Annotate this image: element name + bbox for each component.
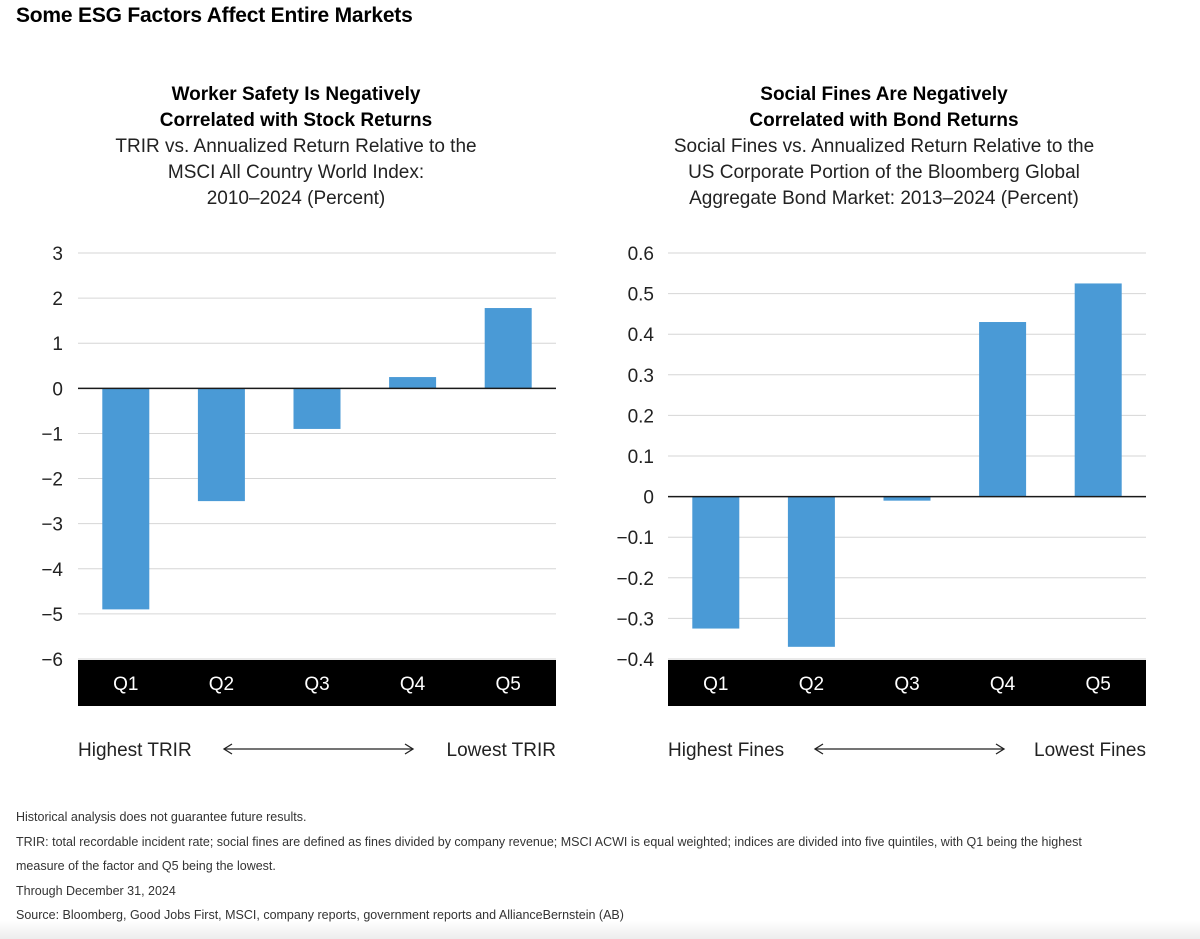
category-label: Q3 xyxy=(304,674,329,695)
chart-1-subtitle-line: 2010–2024 (Percent) xyxy=(206,188,386,209)
bar-q3 xyxy=(883,496,931,501)
chart-1-title: Worker Safety Is Negatively Correlated w… xyxy=(46,82,546,134)
chart-1-subtitle: TRIR vs. Annualized Return Relative to t… xyxy=(46,134,546,212)
footnote: Source: Bloomberg, Good Jobs First, MSCI… xyxy=(16,908,624,922)
y-tick-label: 0.3 xyxy=(628,366,654,387)
category-label: Q1 xyxy=(703,674,728,695)
y-tick-label: −6 xyxy=(41,650,63,671)
chart-1-title-line: Worker Safety Is Negatively xyxy=(171,84,421,105)
double-arrow-icon xyxy=(222,743,415,755)
y-tick-label: −5 xyxy=(41,605,63,626)
range-label-right: Lowest TRIR xyxy=(447,740,556,761)
category-label: Q1 xyxy=(113,674,138,695)
bar-q1 xyxy=(692,496,740,629)
bar-q4 xyxy=(979,322,1027,497)
arrow-head-left xyxy=(222,743,233,755)
chart-2: 0.6 0.5 0.4 0.3 0.2 0.1 0 −0.1 −0.2 −0.3 −0.4 Q1 Q2 Q… xyxy=(616,244,1146,761)
y-tick-label: 0.6 xyxy=(628,244,654,265)
chart-2-subtitle-line: Aggregate Bond Market: 2013–2024 (Percen… xyxy=(689,188,1079,209)
y-tick-label: −2 xyxy=(41,470,63,491)
y-tick-label: 2 xyxy=(52,289,63,310)
category-label: Q4 xyxy=(990,674,1016,695)
footnote: Historical analysis does not guarantee f… xyxy=(16,810,307,824)
chart-2-subtitle-line: Social Fines vs. Annualized Return Relat… xyxy=(673,136,1095,157)
footnote: measure of the factor and Q5 being the l… xyxy=(16,859,276,873)
y-tick-label: 0.4 xyxy=(628,325,655,346)
range-label-left: Highest Fines xyxy=(668,740,784,761)
chart-1-subtitle-line: TRIR vs. Annualized Return Relative to t… xyxy=(115,136,477,157)
arrow-head-right xyxy=(404,743,415,755)
y-tick-label: −3 xyxy=(41,515,63,536)
footnote: TRIR: total recordable incident rate; so… xyxy=(16,834,1082,849)
bar-q1 xyxy=(102,388,150,610)
bar-q3 xyxy=(293,388,341,429)
y-tick-label: 0.2 xyxy=(628,406,654,427)
double-arrow-icon xyxy=(813,743,1006,755)
y-tick-label: 0 xyxy=(52,379,63,400)
y-tick-label: −0.4 xyxy=(616,650,654,671)
y-tick-label: −0.2 xyxy=(616,569,654,590)
chart-1-title-line: Correlated with Stock Returns xyxy=(159,110,433,131)
category-label: Q4 xyxy=(400,674,426,695)
bar-q5 xyxy=(1074,283,1122,497)
page-title: Some ESG Factors Affect Entire Markets xyxy=(16,4,413,27)
arrow-head-right xyxy=(995,743,1006,755)
bar-q4 xyxy=(389,377,437,389)
chart-2-title-line: Social Fines Are Negatively xyxy=(760,84,1008,105)
chart-2-title-line: Correlated with Bond Returns xyxy=(749,110,1019,131)
category-label: Q5 xyxy=(496,674,521,695)
y-tick-label: 3 xyxy=(52,244,63,265)
bar-q2 xyxy=(787,496,835,647)
y-tick-label: −1 xyxy=(41,424,63,445)
chart-2-title: Social Fines Are Negatively Correlated w… xyxy=(634,82,1134,134)
y-tick-label: −0.3 xyxy=(616,609,654,630)
chart-1-subtitle-line: MSCI All Country World Index: xyxy=(167,162,425,183)
y-tick-label: 0.1 xyxy=(628,447,654,468)
arrow-head-left xyxy=(813,743,824,755)
bar-q5 xyxy=(484,308,532,389)
chart-1: 3 2 1 0 −1 −2 −3 −4 −5 −6 Q1 Q2 Q3 Q4 Q5 Highest TRIR Lo… xyxy=(41,244,556,761)
category-band xyxy=(78,660,556,706)
y-tick-label: 1 xyxy=(52,334,63,355)
chart-2-subtitle-line: US Corporate Portion of the Bloomberg Gl… xyxy=(688,162,1080,183)
range-label-left: Highest TRIR xyxy=(78,740,192,761)
y-tick-label: 0.5 xyxy=(628,285,654,306)
category-band xyxy=(668,660,1146,706)
category-label: Q2 xyxy=(799,674,824,695)
y-tick-label: −0.1 xyxy=(616,528,654,549)
category-label: Q3 xyxy=(894,674,919,695)
bar-q2 xyxy=(197,388,245,502)
footnotes: Historical analysis does not guarantee f… xyxy=(16,805,1082,928)
range-label-right: Lowest Fines xyxy=(1034,740,1146,761)
bottom-fade xyxy=(0,921,1200,939)
category-label: Q5 xyxy=(1086,674,1111,695)
y-tick-label: 0 xyxy=(643,488,654,509)
chart-2-subtitle: Social Fines vs. Annualized Return Relat… xyxy=(634,134,1134,212)
footnote: Through December 31, 2024 xyxy=(16,883,176,898)
y-tick-label: −4 xyxy=(41,560,63,581)
category-label: Q2 xyxy=(209,674,234,695)
